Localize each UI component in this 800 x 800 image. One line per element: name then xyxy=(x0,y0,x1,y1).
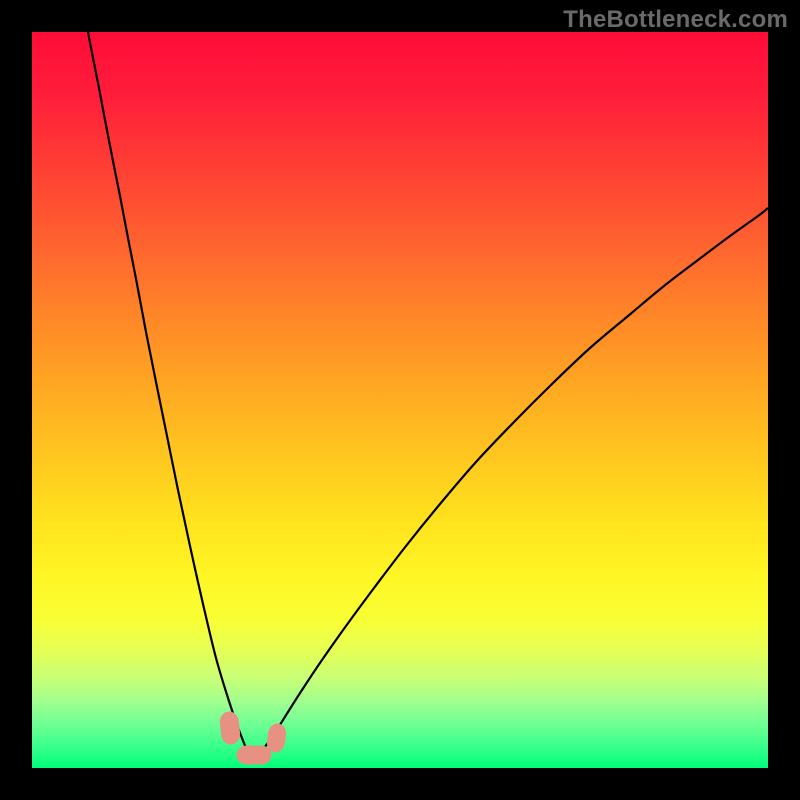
bottleneck-chart xyxy=(32,32,768,768)
optimum-marker xyxy=(237,746,271,764)
watermark-text: TheBottleneck.com xyxy=(563,6,788,34)
chart-svg xyxy=(32,32,768,768)
gradient-background xyxy=(32,32,768,768)
